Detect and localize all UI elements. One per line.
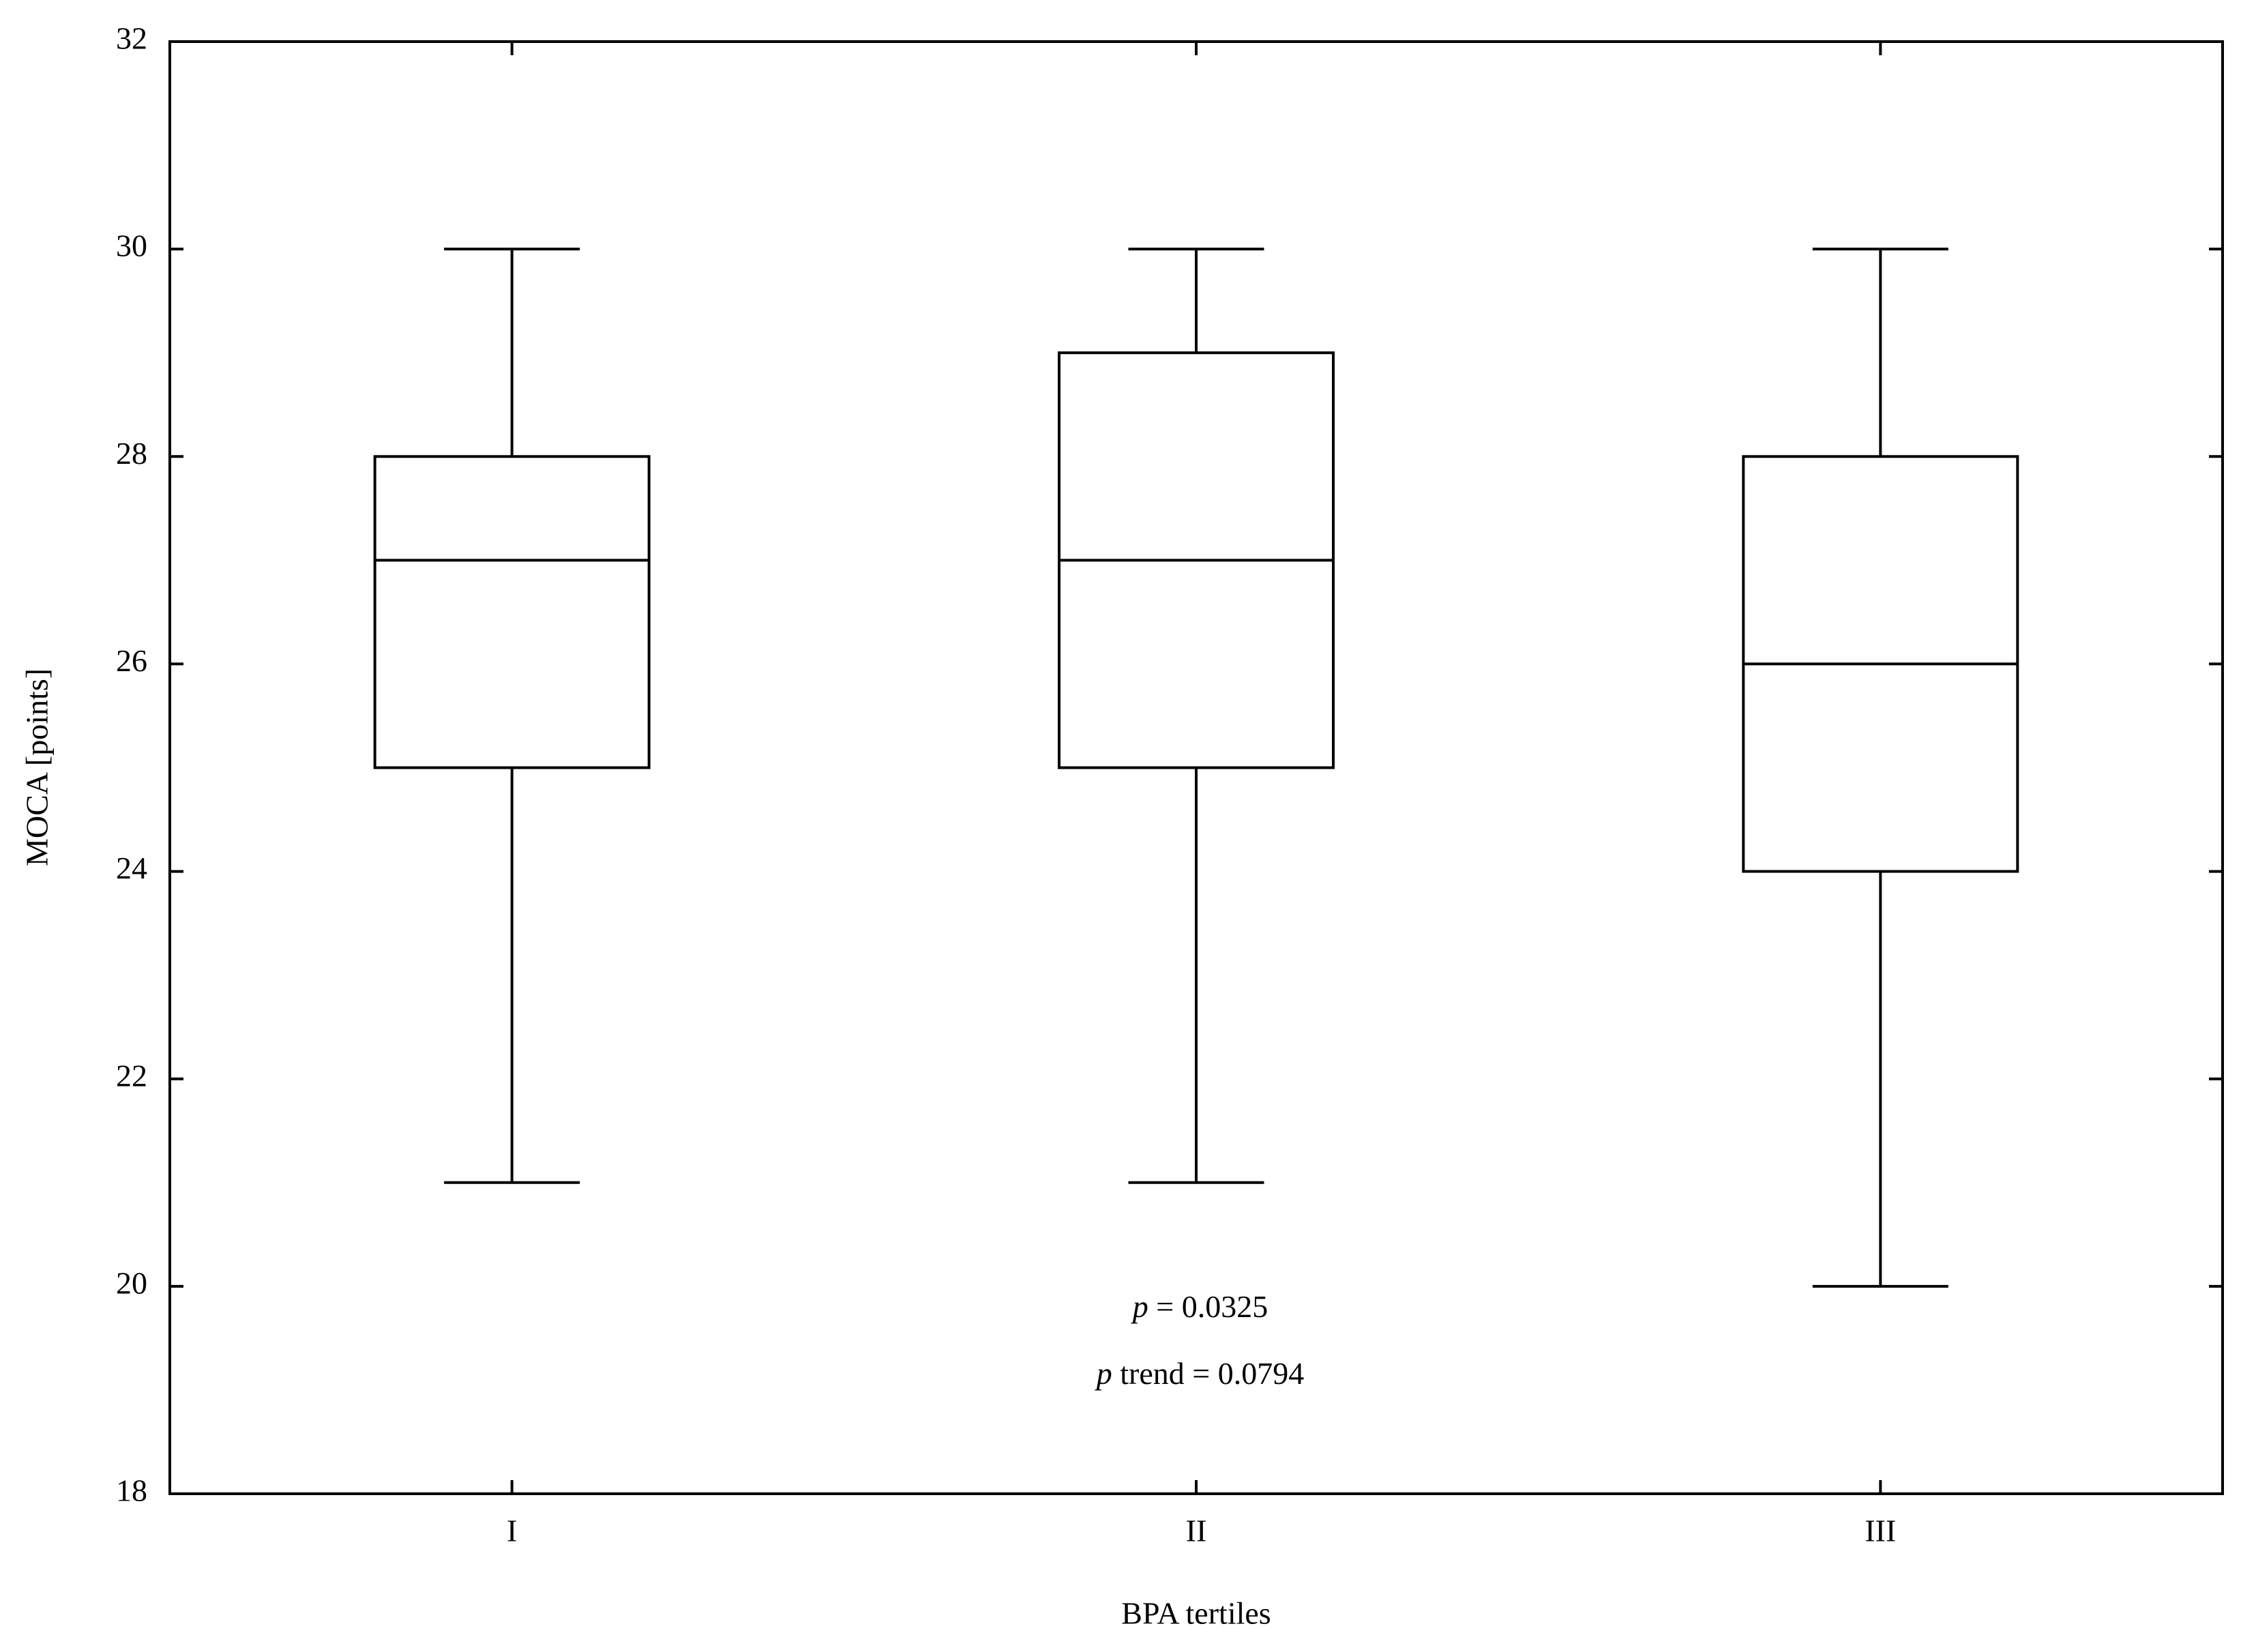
box [373,455,651,769]
y-tick-label: 30 [116,228,147,263]
y-tick-label: 32 [116,21,147,56]
annotation: p trend = 0.0794 [1095,1356,1304,1391]
y-tick-label: 28 [116,436,147,471]
x-tick-label: I [507,1514,517,1548]
y-tick-label: 22 [116,1058,147,1093]
x-axis-label: BPA tertiles [1121,1596,1271,1631]
x-tick-label: II [1186,1514,1207,1548]
y-tick-label: 20 [116,1265,147,1300]
y-tick-label: 24 [116,851,147,885]
annotation: p = 0.0325 [1131,1289,1268,1324]
y-axis-label: MOCA [points] [20,668,55,866]
y-tick-label: 18 [116,1473,147,1508]
x-tick-label: III [1865,1514,1896,1548]
y-tick-label: 26 [116,643,147,678]
